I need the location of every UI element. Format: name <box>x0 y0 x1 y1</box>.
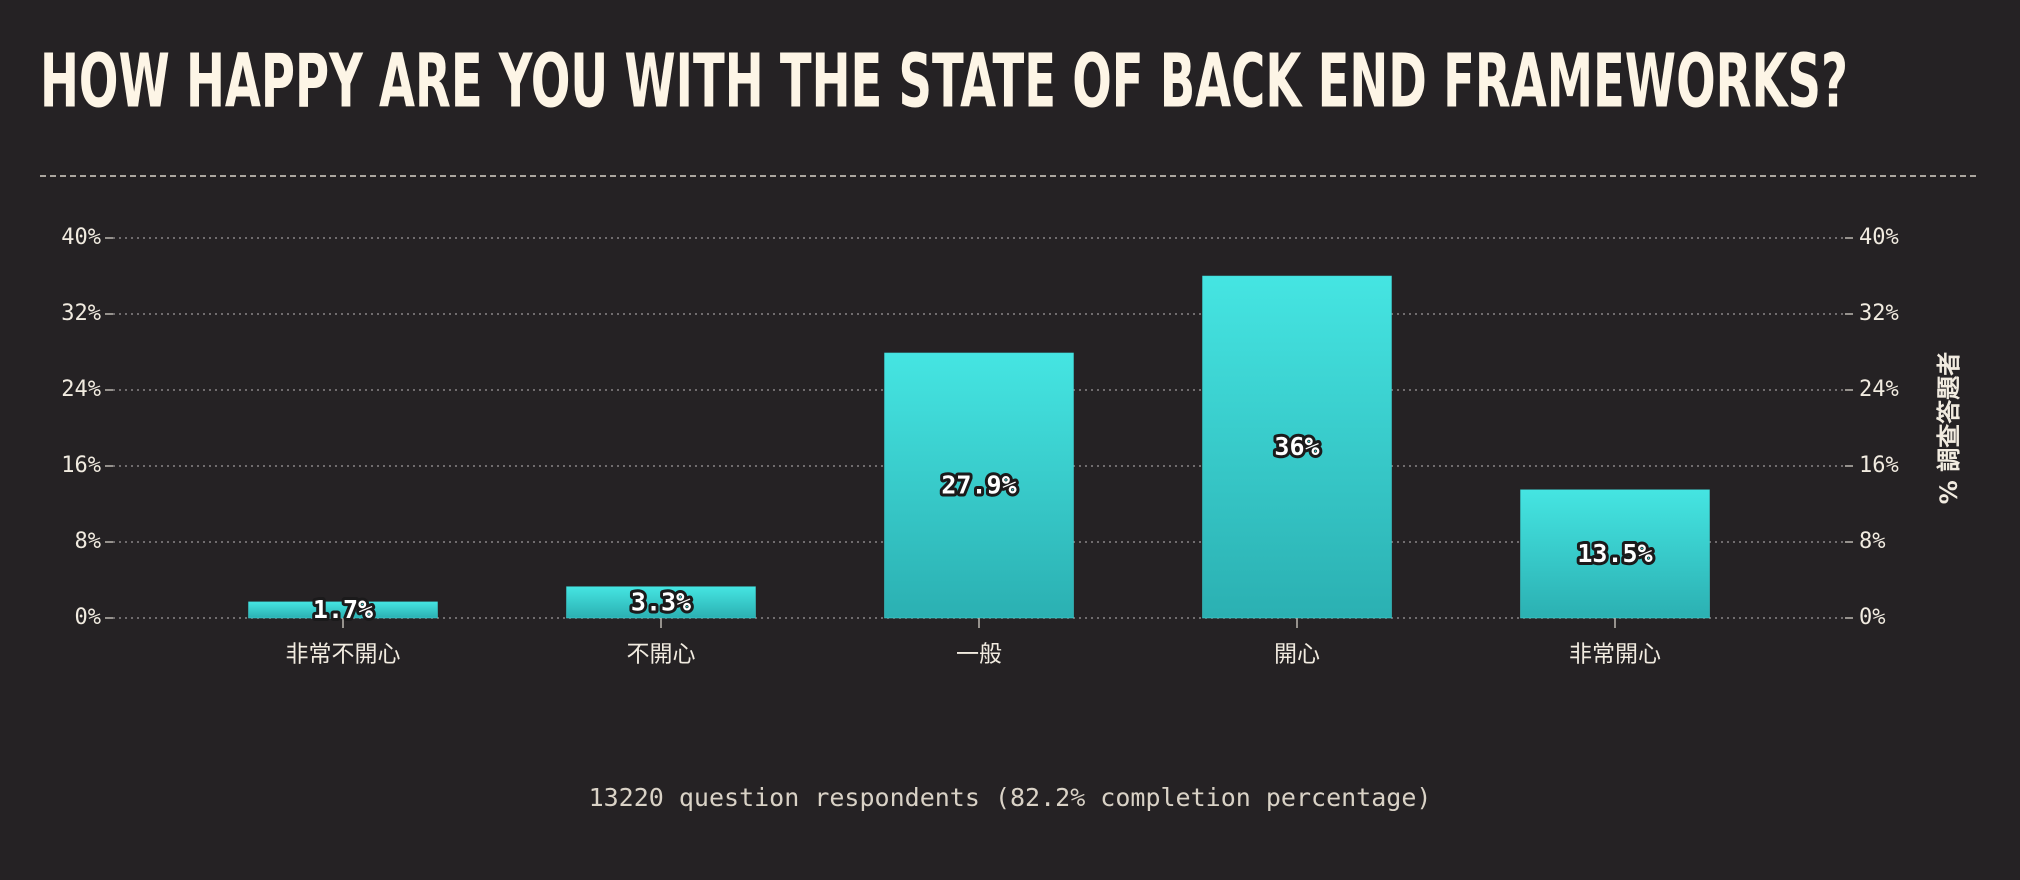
x-tick-label: 非常開心 <box>1569 642 1661 668</box>
bar <box>884 352 1074 619</box>
y2-tick-label: 0% <box>1859 605 1886 630</box>
y2-tick-label: 40% <box>1859 225 1899 250</box>
x-tick-label: 開心 <box>1274 642 1320 668</box>
value-label: 27.9% <box>941 470 1016 499</box>
value-label: 36% <box>1274 432 1319 461</box>
y-tick-label: 8% <box>75 529 102 554</box>
y-tick-label: 24% <box>61 377 101 402</box>
x-tick-label: 不開心 <box>627 642 696 668</box>
bar <box>1520 489 1710 619</box>
y2-tick-label: 16% <box>1859 453 1899 478</box>
y2-tick-label: 32% <box>1859 301 1899 326</box>
y2-tick-label: 8% <box>1859 529 1886 554</box>
value-label: 1.7% <box>313 595 373 624</box>
y2-tick-label: 24% <box>1859 377 1899 402</box>
value-label: 3.3% <box>631 587 691 616</box>
bar <box>1202 275 1392 619</box>
chart-title: HOW HAPPY ARE YOU WITH THE STATE OF BACK… <box>40 39 1848 125</box>
bar <box>566 586 756 619</box>
x-tick-label: 非常不開心 <box>286 642 401 668</box>
footnote: 13220 question respondents (82.2% comple… <box>589 783 1432 812</box>
value-label: 13.5% <box>1577 539 1652 568</box>
y-tick-label: 16% <box>61 453 101 478</box>
y-axis-title: % 調查答題者 <box>1935 352 1963 504</box>
y-tick-label: 32% <box>61 301 101 326</box>
y-tick-label: 0% <box>75 605 102 630</box>
y-tick-label: 40% <box>61 225 101 250</box>
x-tick-label: 一般 <box>956 642 1002 668</box>
